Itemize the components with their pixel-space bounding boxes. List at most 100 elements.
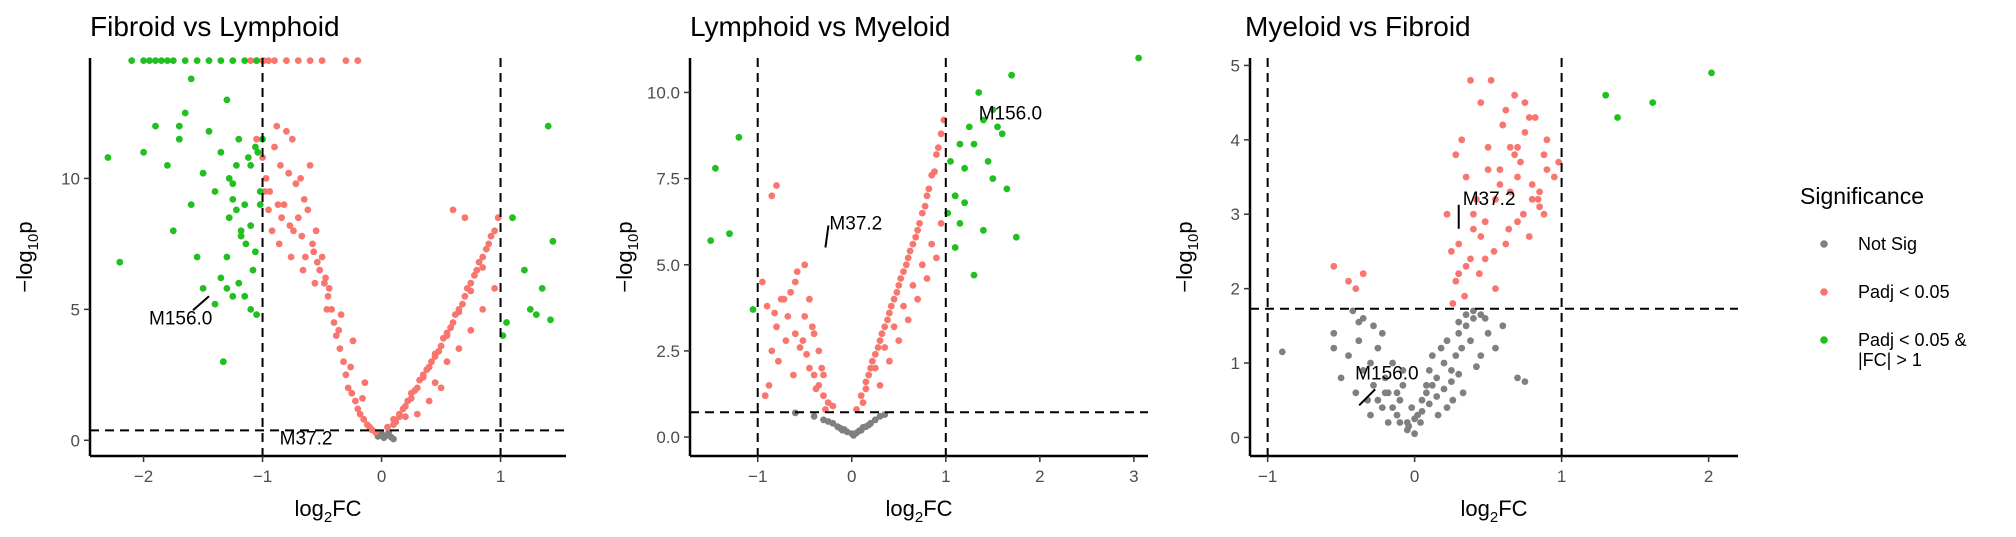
data-point [928,240,936,248]
data-point [278,214,285,222]
data-point [871,364,879,372]
panel-title: Fibroid vs Lymphoid [90,11,340,42]
data-point [884,316,891,324]
data-point [1462,322,1470,330]
points-layer [1278,69,1715,438]
data-point [707,237,715,245]
data-point [306,57,314,64]
data-point [348,389,356,397]
data-point [199,169,207,177]
data-point [233,206,240,214]
data-point [1492,195,1499,203]
data-point [336,345,344,352]
data-point [509,214,516,222]
data-point [526,306,534,313]
data-point [937,220,945,227]
data-point [904,254,912,262]
data-point [890,323,898,331]
data-point [1437,344,1445,352]
data-point [818,364,826,372]
x-tick-label: −1 [1258,467,1277,486]
data-point [989,175,997,183]
data-point [275,240,283,248]
point-label: M156.0 [1355,363,1418,384]
data-point [128,57,136,64]
data-point [1433,393,1441,400]
data-point [265,206,272,214]
panel-title: Myeloid vs Fibroid [1245,11,1471,42]
data-point [298,232,306,240]
data-point [1337,374,1345,382]
data-point [803,350,810,358]
data-point [256,201,264,209]
data-point [1708,69,1715,77]
data-point [205,57,213,64]
data-point [356,410,364,418]
data-point [349,337,357,345]
data-point [810,371,818,379]
data-point [961,164,968,172]
data-point [886,309,893,317]
data-point [287,253,295,261]
data-point [1470,225,1477,233]
data-point [299,266,307,274]
data-point [1543,166,1551,174]
legend-label: Padj < 0.05 & [1858,330,1967,350]
data-point [1458,344,1466,352]
data-point [773,182,780,189]
data-point [467,326,475,334]
data-point [712,164,719,172]
data-point [237,227,245,235]
data-point [1462,311,1470,319]
data-point [404,397,412,405]
panel-title: Lymphoid vs Myeloid [690,11,950,42]
data-point [1514,374,1521,382]
x-tick-label: 1 [941,467,950,486]
data-point [311,279,319,287]
data-point [205,127,213,135]
data-point [475,258,483,266]
data-point [1381,389,1389,397]
data-point [538,285,546,292]
data-point [1452,352,1460,359]
data-point [1425,400,1433,408]
data-point [1440,385,1448,393]
data-point [951,244,959,251]
data-point [1367,411,1374,419]
data-point [217,148,225,156]
data-point [294,214,302,222]
x-tick-label: 1 [1557,467,1566,486]
data-point [253,57,260,64]
data-point [164,57,171,64]
data-point [247,306,255,313]
data-point [332,332,340,339]
data-point [822,406,829,413]
data-point [193,57,201,64]
data-point [485,240,493,248]
data-point [140,148,148,156]
data-point [906,247,914,255]
data-point [1408,404,1416,411]
data-point [951,192,959,200]
data-point [158,57,165,64]
data-point [1528,195,1536,203]
data-point [140,57,148,64]
data-point [918,209,926,217]
panel-myeloid-vs-fibroid: Myeloid vs Fibroid −1 0 1 2 0 1 2 3 4 5 log2FC −log1… [1172,11,1738,526]
data-point [491,227,498,235]
data-point [253,311,260,318]
legend-key [1820,288,1828,296]
data-point [235,279,243,287]
data-point [1012,233,1020,241]
data-point [1484,329,1492,337]
data-point [416,376,423,384]
data-point [431,379,439,387]
data-point [262,175,270,182]
data-point [871,350,879,358]
data-point [1461,292,1468,300]
data-point [994,123,1001,131]
data-point [1449,396,1457,404]
data-point [268,227,276,235]
data-point [1428,352,1436,359]
y-tick-label: 0 [1231,428,1240,447]
